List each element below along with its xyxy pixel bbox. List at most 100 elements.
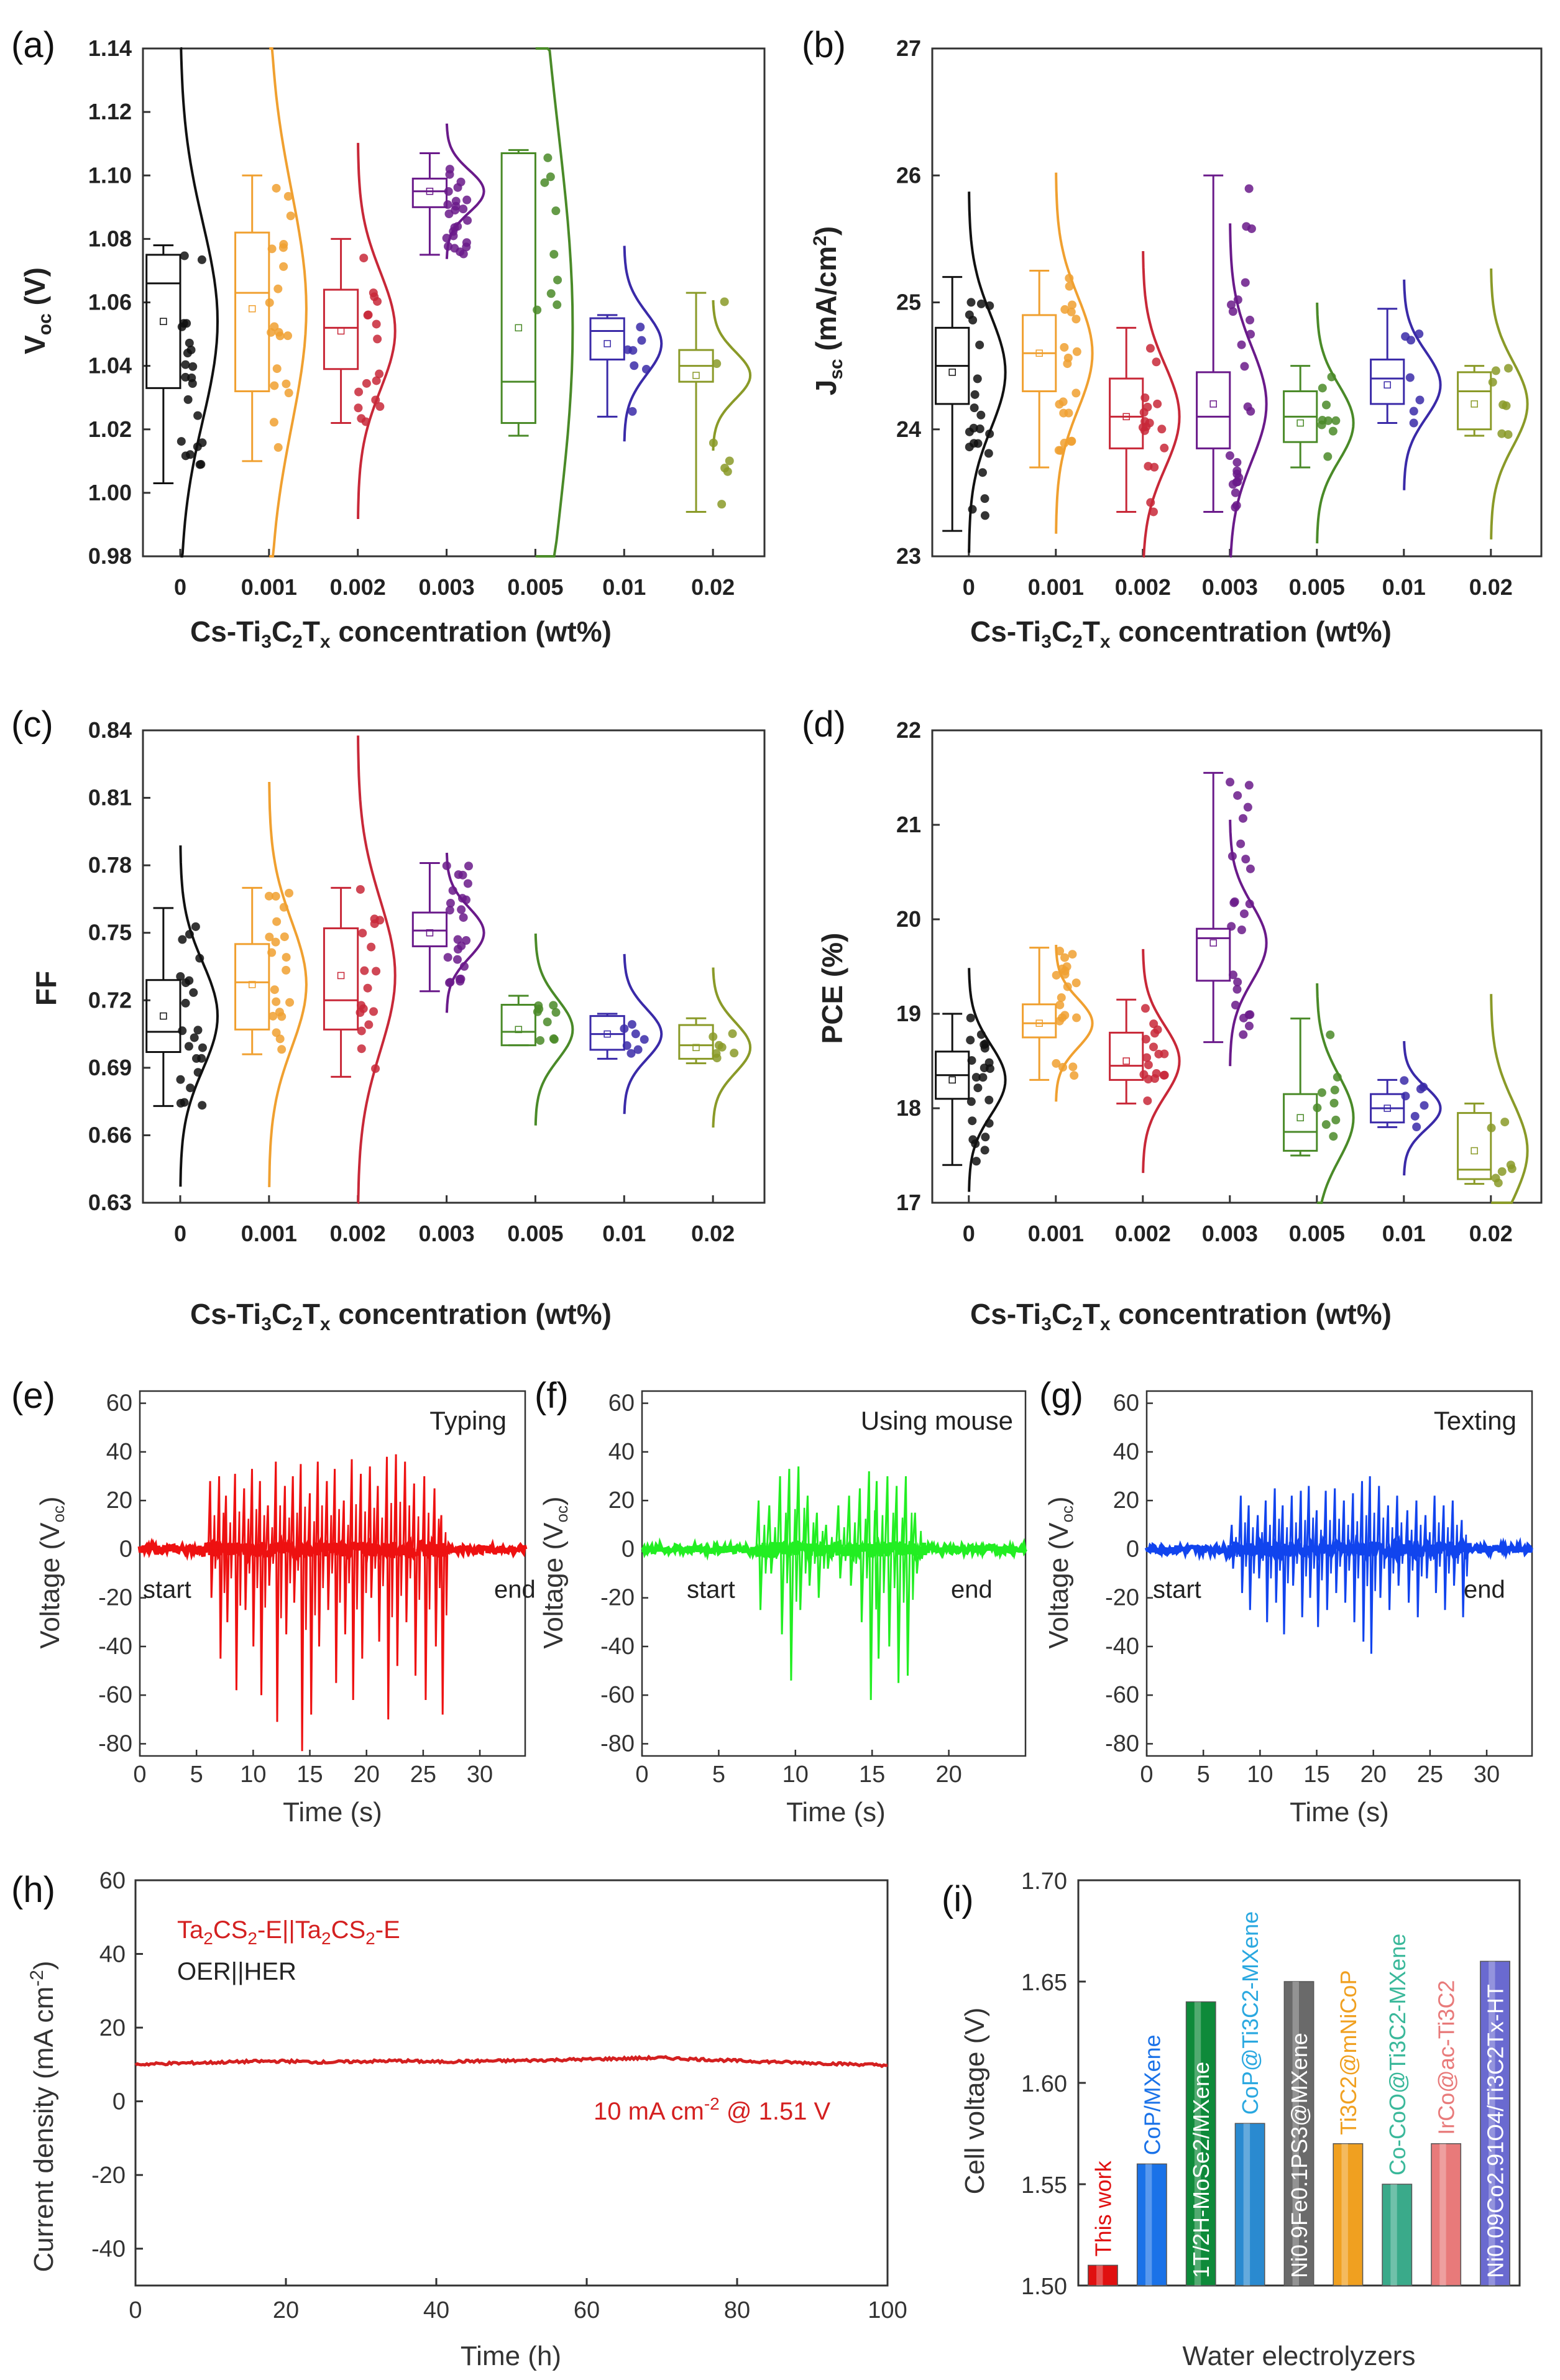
data-point — [190, 1033, 199, 1042]
data-point — [183, 349, 192, 358]
data-point — [1406, 336, 1416, 345]
panel-label-i: (i) — [942, 1879, 974, 1919]
xlabel-a: Cs-Ti3C2Tx concentration (wt%) — [190, 615, 612, 652]
signal-spike-secondary — [1294, 1522, 1299, 1564]
data-point — [443, 953, 452, 962]
distribution-curve — [1229, 223, 1268, 558]
data-point — [354, 387, 364, 397]
data-point — [728, 1029, 737, 1039]
data-point — [1329, 1132, 1338, 1141]
data-point — [456, 247, 465, 257]
signal-spike-secondary — [1382, 1517, 1387, 1569]
data-point — [628, 407, 637, 416]
data-point — [1144, 1060, 1153, 1070]
signal-spike — [411, 1483, 418, 1676]
data-point — [272, 997, 281, 1006]
data-point — [186, 1083, 195, 1093]
x-tick-label: 0.001 — [1028, 574, 1084, 600]
signal-spike-secondary — [312, 1521, 317, 1615]
box — [234, 943, 270, 1031]
x-tick-label: 80 — [724, 2297, 750, 2323]
data-point — [981, 1133, 990, 1142]
data-point — [279, 903, 288, 912]
data-point — [551, 206, 561, 216]
end-label: end — [951, 1576, 993, 1603]
data-point — [1160, 1049, 1169, 1059]
data-point — [354, 403, 363, 413]
mean-marker — [426, 188, 434, 195]
y-tick-label: 26 — [896, 162, 921, 188]
panel-label-d: (d) — [802, 704, 846, 745]
bar-highlight — [1194, 2001, 1201, 2286]
x-tick-label: 20 — [935, 1762, 961, 1788]
y-tick-label: 21 — [896, 812, 921, 837]
data-point — [720, 297, 729, 306]
bar-label: Ni0.09Co2.91O4/Ti3C2Tx-HT — [1483, 1984, 1508, 2278]
y-tick-label: -40 — [600, 1633, 635, 1660]
data-point — [965, 427, 974, 436]
data-point — [275, 1034, 285, 1044]
signal-spike-secondary — [1346, 1525, 1351, 1571]
data-point — [967, 1056, 976, 1065]
data-point — [1063, 359, 1072, 369]
data-point — [712, 1049, 721, 1058]
x-tick-label: 0.003 — [419, 574, 475, 600]
bar-label: Ti3C2@mNiCoP — [1336, 1970, 1361, 2135]
distribution-curve — [623, 953, 663, 1114]
signal-spike — [1289, 1496, 1296, 1586]
data-point — [181, 998, 190, 1008]
y-tick-label: 1.60 — [1021, 2071, 1067, 2097]
box — [1283, 1093, 1318, 1152]
data-point — [971, 1157, 981, 1166]
data-point — [1065, 282, 1074, 291]
data-point — [180, 251, 189, 260]
data-point — [1157, 425, 1167, 434]
data-point — [283, 191, 293, 201]
data-point — [1333, 1072, 1342, 1082]
signal-spike-secondary — [1410, 1530, 1415, 1571]
signal-spike-secondary — [389, 1502, 394, 1617]
x-tick-label: 0 — [963, 574, 975, 600]
data-point — [1060, 438, 1069, 448]
data-point — [1231, 488, 1240, 497]
data-point — [1142, 1053, 1152, 1062]
data-point — [1067, 437, 1076, 446]
distribution-curve — [1316, 983, 1355, 1204]
bar — [1431, 2143, 1462, 2286]
y-tick-label: -20 — [91, 2162, 126, 2189]
y-tick-label: 1.00 — [88, 480, 132, 505]
signal-spike-secondary — [1285, 1527, 1290, 1584]
box — [323, 288, 359, 370]
x-tick-label: 0.02 — [691, 574, 735, 600]
data-point — [270, 381, 279, 390]
x-tick-label: 5 — [190, 1762, 203, 1788]
y-tick-label: -40 — [91, 2236, 126, 2263]
signal-spike-secondary — [407, 1505, 412, 1579]
y-tick-label: 60 — [608, 1390, 635, 1417]
data-point — [1140, 1004, 1150, 1013]
data-point — [1140, 393, 1150, 403]
data-point — [1400, 1076, 1409, 1085]
y-tick-label: 60 — [106, 1390, 132, 1417]
signal-spike-secondary — [900, 1517, 906, 1603]
data-point — [1415, 329, 1424, 339]
data-point — [265, 298, 274, 307]
ylabel-b: Jsc (mA/cm2) — [810, 226, 847, 395]
x-tick-label: 0.01 — [602, 1221, 646, 1246]
data-point — [1064, 408, 1073, 418]
data-point — [546, 172, 555, 181]
bar — [1333, 2143, 1364, 2286]
signal-spike — [332, 1469, 339, 1683]
x-tick-label: 60 — [574, 2297, 600, 2323]
distribution-curve — [357, 735, 397, 1204]
signal-spike-secondary — [1428, 1532, 1433, 1561]
signal-spike-secondary — [1337, 1519, 1342, 1567]
signal-spike — [1263, 1500, 1270, 1622]
data-point — [280, 932, 289, 942]
y-tick-label: 0.66 — [88, 1122, 132, 1147]
data-point — [1497, 1167, 1507, 1176]
distribution-curve — [268, 781, 308, 1187]
signal-spike — [766, 1505, 774, 1574]
data-point — [176, 972, 185, 981]
y-tick-label: 1.14 — [88, 35, 132, 61]
